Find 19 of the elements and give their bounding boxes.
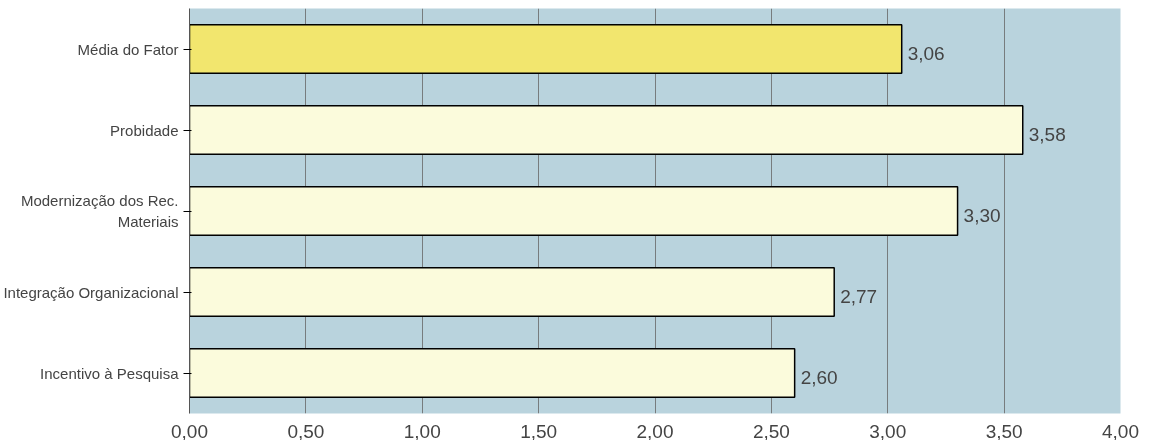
- x-tick-label: 0,50: [287, 420, 325, 442]
- data-label: 3,30: [963, 205, 1001, 226]
- y-tick-label: Integração Organizacional: [3, 283, 179, 301]
- x-tick-label: 0,00: [171, 420, 208, 442]
- data-label: 2,60: [800, 367, 838, 388]
- data-label: 2,77: [840, 286, 878, 307]
- y-tick-label: Probidade: [110, 121, 179, 139]
- x-tick-label: 1,00: [403, 420, 441, 442]
- x-tick-label: 2,00: [636, 420, 674, 442]
- x-tick-label: 4,00: [1102, 420, 1139, 442]
- x-tick-label: 3,00: [869, 420, 907, 442]
- x-tick-label: 1,50: [520, 420, 558, 442]
- x-tick-label: 3,50: [985, 420, 1023, 442]
- y-tick-label: Incentivo à Pesquisa: [40, 364, 180, 382]
- y-tick-label: Média do Fator: [77, 40, 179, 58]
- data-label: 3,06: [907, 43, 945, 64]
- y-tick-label: Modernização dos Rec. Materiais: [20, 192, 179, 230]
- x-tick-label: 2,50: [752, 420, 790, 442]
- data-label: 3,58: [1028, 124, 1066, 145]
